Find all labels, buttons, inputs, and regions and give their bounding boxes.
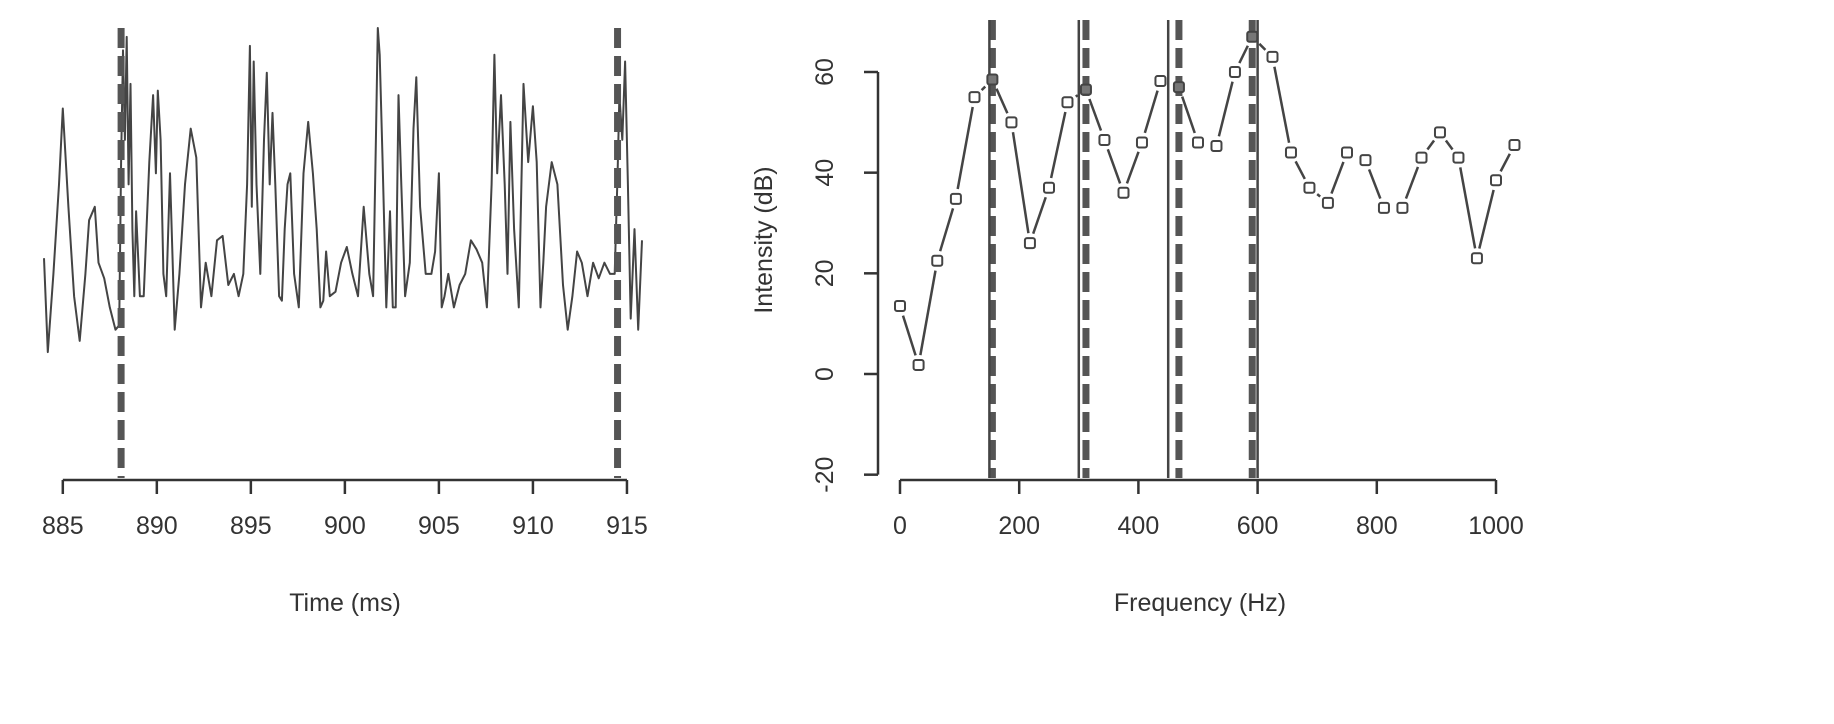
series-segment — [1106, 148, 1122, 184]
data-point — [1470, 252, 1483, 265]
series-segment — [1032, 196, 1047, 235]
series-segment — [1258, 42, 1267, 51]
data-point — [1359, 154, 1372, 167]
data-point — [1341, 146, 1353, 159]
data-point — [949, 192, 962, 205]
y-tick-label: 40 — [811, 159, 839, 187]
series-segment — [1478, 189, 1495, 249]
waveform-boundary-lines — [117, 28, 622, 478]
data-point — [1005, 116, 1018, 129]
x-tick-label: 905 — [418, 512, 460, 540]
highlighted-point — [1079, 83, 1092, 96]
waveform-x-axis-label: Time (ms) — [289, 589, 401, 617]
spectrum-harmonic-lines — [988, 20, 1259, 478]
series-segment — [1181, 96, 1196, 134]
series-segment — [1444, 139, 1454, 151]
data-point — [1098, 133, 1111, 146]
data-point — [1154, 75, 1167, 88]
series-segment — [1217, 81, 1234, 137]
series-segment — [1499, 153, 1511, 172]
x-tick-label: 600 — [1237, 512, 1279, 540]
data-point — [912, 358, 925, 371]
data-point — [1433, 126, 1446, 139]
x-tick-label: 400 — [1118, 512, 1160, 540]
data-point — [1508, 138, 1521, 151]
series-segment — [901, 315, 917, 356]
waveform-x-ticks: 885 890 895 900 905 910 915 — [42, 480, 648, 540]
spectrum-y-axis-label: Intensity (dB) — [750, 166, 778, 313]
x-tick-label: 200 — [998, 512, 1040, 540]
spectrum-panel: 0 200 400 600 800 1000 -20 0 20 40 60 Frequency (… — [750, 20, 1524, 617]
data-point — [968, 91, 981, 104]
highlighted-point — [1172, 81, 1185, 94]
series-segment — [1088, 98, 1103, 131]
data-point — [1192, 136, 1204, 149]
series-segment — [980, 85, 987, 92]
data-point — [1415, 151, 1428, 164]
data-point — [1135, 136, 1148, 149]
data-point — [1210, 139, 1223, 152]
y-tick-label: 20 — [811, 259, 839, 287]
data-point — [1396, 201, 1409, 214]
spectrum-x-ticks: 0 200 400 600 800 1000 — [893, 480, 1524, 540]
data-point — [1490, 174, 1502, 187]
data-point — [1266, 50, 1279, 63]
highlighted-point — [986, 73, 999, 86]
x-tick-label: 910 — [512, 512, 554, 540]
y-tick-label: -20 — [811, 457, 839, 493]
data-point — [894, 300, 906, 313]
highlighted-point — [1246, 30, 1259, 43]
data-point — [1043, 181, 1055, 194]
series-segment — [1075, 94, 1079, 98]
x-tick-label: 1000 — [1468, 512, 1524, 540]
data-point — [1023, 237, 1036, 250]
series-segment — [1125, 151, 1140, 184]
series-segment — [1143, 90, 1159, 134]
x-tick-label: 0 — [893, 512, 907, 540]
x-tick-label: 890 — [136, 512, 178, 540]
data-point — [1117, 186, 1130, 199]
waveform-series-line — [43, 27, 643, 354]
data-point — [1303, 181, 1316, 194]
data-point — [1321, 196, 1334, 209]
x-tick-label: 895 — [230, 512, 272, 540]
series-segment — [1238, 45, 1249, 64]
series-segment — [1294, 160, 1306, 180]
spectrum-series-line — [901, 42, 1511, 356]
series-segment — [1011, 132, 1030, 234]
data-point — [931, 254, 944, 267]
data-point — [1377, 201, 1390, 214]
series-segment — [938, 208, 955, 252]
x-tick-label: 800 — [1356, 512, 1398, 540]
x-tick-label: 885 — [42, 512, 84, 540]
x-tick-label: 915 — [606, 512, 648, 540]
series-segment — [1459, 167, 1477, 249]
spectrum-points — [894, 30, 1521, 371]
series-segment — [1367, 168, 1382, 200]
y-tick-label: 60 — [811, 58, 839, 86]
data-point — [1452, 151, 1465, 164]
series-segment — [1426, 139, 1436, 151]
waveform-panel: 885 890 895 900 905 910 915 Time (ms) — [42, 27, 648, 617]
data-point — [1228, 66, 1241, 78]
data-point — [1284, 146, 1297, 159]
x-tick-label: 900 — [324, 512, 366, 540]
spectrum-y-ticks: -20 0 20 40 60 — [811, 58, 878, 493]
spectrum-x-axis-label: Frequency (Hz) — [1114, 589, 1286, 617]
series-segment — [1273, 66, 1291, 143]
series-segment — [1330, 161, 1345, 194]
y-tick-label: 0 — [811, 367, 839, 381]
series-segment — [1316, 193, 1321, 198]
series-segment — [1049, 111, 1067, 179]
series-segment — [919, 270, 937, 356]
series-segment — [956, 106, 974, 190]
data-point — [1061, 96, 1074, 109]
series-segment — [1404, 166, 1420, 199]
series-segment — [995, 88, 1009, 114]
